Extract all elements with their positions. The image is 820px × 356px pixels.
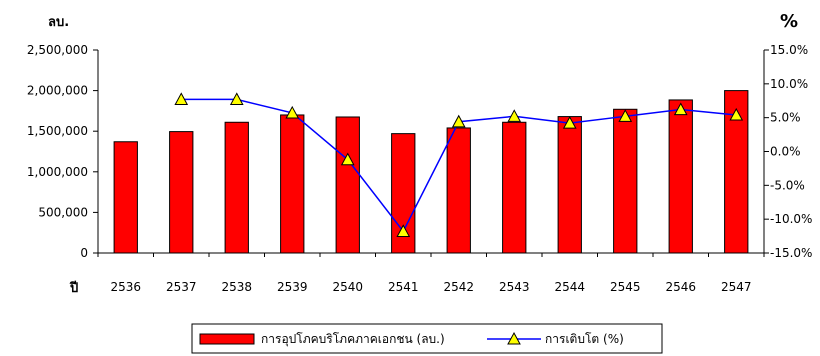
growth-point	[396, 224, 411, 237]
y-left-tick-label: 500,000	[38, 205, 88, 219]
x-tick-label: 2543	[499, 280, 530, 294]
legend-bar-swatch	[199, 333, 255, 345]
growth-point	[174, 92, 189, 105]
bar	[724, 90, 749, 254]
legend: การอุปโภคบริโภคภาคเอกชน (ลบ.) การเติบโต …	[191, 323, 663, 354]
x-tick-label: 2537	[166, 280, 197, 294]
bar	[169, 131, 194, 254]
x-tick-label: 2541	[388, 280, 419, 294]
legend-label-bar: การอุปโภคบริโภคภาคเอกชน (ลบ.)	[261, 332, 445, 347]
legend-label-line: การเติบโต (%)	[545, 332, 624, 346]
growth-point	[618, 109, 633, 122]
legend-triangle-marker	[507, 331, 521, 345]
growth-point	[673, 102, 688, 116]
plot-area: 0 500,000 1,000,000 1,500,000 2,000,000 2,500…	[27, 43, 813, 294]
y-left-tick-label: 2,500,000	[27, 43, 88, 57]
x-tick-label: 2545	[610, 280, 641, 294]
growth-point	[229, 92, 244, 105]
y-right-tick-label: -5.0%	[770, 178, 805, 192]
y-left-tick-label: 1,000,000	[27, 165, 88, 179]
y-right-tick-label: 15.0%	[770, 43, 808, 57]
y-right-unit: %	[780, 11, 798, 32]
x-tick-label: 2547	[721, 280, 752, 294]
growth-point	[340, 152, 355, 166]
x-tick-label: 2542	[443, 280, 474, 294]
y-left-unit: ลบ.	[48, 15, 69, 30]
growth-point	[562, 116, 577, 129]
y-right-tick-label: 0.0%	[770, 145, 801, 159]
growth-point	[451, 114, 466, 128]
bar	[446, 127, 471, 254]
bar	[502, 121, 527, 254]
bar	[613, 108, 638, 254]
y-left-tick-label: 1,500,000	[27, 124, 88, 138]
y-left-tick-label: 0	[80, 246, 88, 260]
bar	[557, 116, 582, 254]
x-tick-label: 2539	[277, 280, 308, 294]
bar	[668, 99, 693, 254]
x-tick-label: 2546	[665, 280, 696, 294]
y-right-tick-label: -15.0%	[770, 246, 812, 260]
legend-box	[191, 323, 663, 354]
x-tick-label: 2544	[554, 280, 585, 294]
x-tick-label: 2540	[332, 280, 363, 294]
x-tick-label: 2536	[110, 280, 141, 294]
growth-point	[729, 107, 744, 121]
bar	[224, 121, 249, 254]
y-left-tick-label: 2,000,000	[27, 84, 88, 98]
growth-point	[285, 105, 300, 119]
bar	[113, 141, 138, 254]
bar	[280, 114, 305, 254]
bar	[335, 116, 360, 254]
y-right-tick-label: -10.0%	[770, 212, 812, 226]
y-right-tick-label: 5.0%	[770, 111, 801, 125]
y-right-tick-label: 10.0%	[770, 77, 808, 91]
x-tick-label: 2538	[221, 280, 252, 294]
x-axis-prefix: ปี	[69, 280, 78, 296]
growth-point	[507, 109, 522, 122]
